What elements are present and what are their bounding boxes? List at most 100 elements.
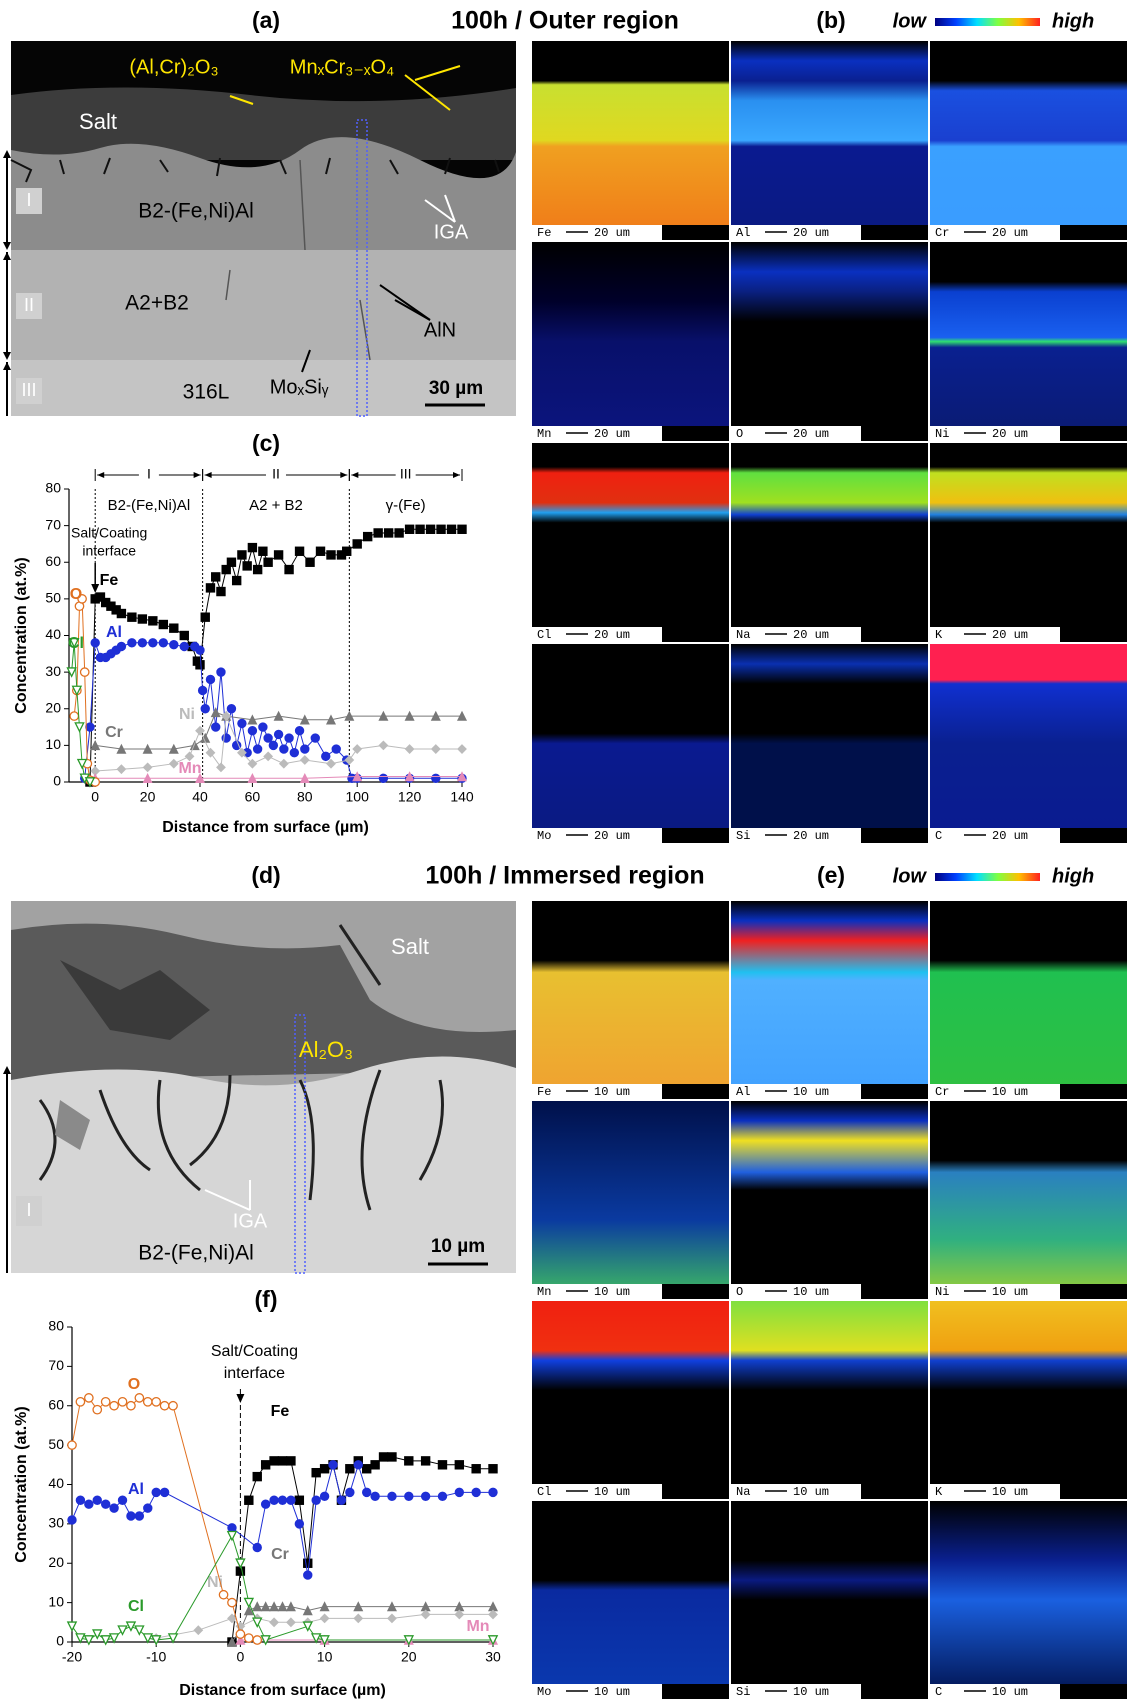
interface-label: Salt/Coating — [211, 1343, 298, 1360]
data-point — [226, 704, 237, 714]
data-point — [404, 524, 415, 534]
micrograph-label: III — [21, 380, 36, 400]
data-point — [109, 1400, 119, 1411]
data-point — [285, 1601, 296, 1612]
data-point — [227, 1597, 237, 1608]
data-point — [200, 704, 210, 714]
data-point — [218, 1589, 229, 1600]
data-point — [127, 638, 137, 648]
data-point — [303, 1558, 313, 1568]
data-point — [205, 674, 216, 685]
data-point — [127, 612, 137, 622]
data-point — [378, 740, 389, 751]
series-line — [95, 714, 462, 772]
data-point — [387, 1491, 397, 1502]
data-point — [269, 1456, 279, 1466]
map-element: Cl — [537, 628, 551, 642]
section-title: 100h / Immersed region — [425, 862, 704, 890]
data-point — [100, 1635, 111, 1646]
data-point — [116, 764, 127, 775]
data-point — [387, 1613, 397, 1624]
data-point — [211, 572, 221, 582]
data-point — [205, 747, 216, 758]
panel-label: (e) — [817, 862, 845, 888]
data-point — [456, 710, 468, 721]
data-point — [325, 714, 337, 725]
x-tick-label: -10 — [146, 1649, 166, 1665]
data-point — [75, 1495, 86, 1505]
data-point — [151, 1396, 162, 1407]
data-point — [353, 1460, 363, 1470]
data-point — [148, 638, 158, 648]
region-label: I — [147, 466, 151, 482]
element-map — [532, 1301, 729, 1499]
data-point — [137, 614, 148, 624]
micrograph-label: Salt — [79, 109, 117, 134]
data-point — [273, 550, 284, 560]
element-map — [930, 443, 1127, 642]
map-scale: 10 um — [992, 1085, 1028, 1099]
data-point — [344, 755, 355, 765]
data-point — [66, 1621, 78, 1632]
map-scale: 20 um — [992, 226, 1028, 240]
data-point — [344, 710, 355, 721]
y-tick-label: 10 — [48, 1593, 64, 1609]
map-element: Mn — [537, 1285, 551, 1299]
map-label-box — [930, 1084, 1060, 1099]
data-point — [71, 685, 83, 697]
map-label-box — [731, 1684, 861, 1699]
data-point — [378, 773, 389, 784]
element-map — [731, 644, 928, 843]
map-label-box — [930, 1484, 1060, 1499]
data-point — [277, 1495, 288, 1505]
y-tick-label: 80 — [45, 480, 61, 496]
map-label-box — [532, 627, 662, 642]
chart-title: (f) — [255, 1286, 278, 1312]
data-point — [328, 1460, 338, 1470]
y-tick-label: 0 — [56, 1633, 64, 1649]
data-point — [263, 733, 273, 743]
data-point — [488, 1609, 498, 1620]
data-point — [319, 1635, 330, 1646]
data-point — [247, 542, 258, 553]
micrograph-a — [3, 41, 516, 417]
data-point — [252, 564, 263, 575]
map-scale: 20 um — [793, 427, 829, 441]
region-name: B2-(Fe,Ni)Al — [108, 497, 191, 514]
data-point — [286, 1456, 296, 1466]
section-title: 100h / Outer region — [451, 7, 679, 35]
data-point — [456, 771, 468, 782]
micrograph-label: B2-(Fe,Ni)Al — [138, 1242, 254, 1265]
map-label-box — [930, 1684, 1060, 1699]
map-element: Fe — [537, 226, 551, 240]
micrograph-label: IGA — [233, 1210, 268, 1232]
data-point — [194, 773, 206, 784]
y-axis-label: Concentration (at.%) — [13, 557, 30, 713]
element-map — [532, 644, 729, 843]
region-name: A2 + B2 — [249, 497, 303, 514]
map-scale: 20 um — [793, 226, 829, 240]
data-point — [179, 641, 189, 652]
data-point — [226, 557, 237, 567]
map-label-box — [731, 1284, 861, 1299]
legend-low: low — [893, 10, 928, 32]
data-point — [430, 710, 441, 721]
map-element: O — [736, 1285, 743, 1299]
data-point — [226, 1530, 238, 1542]
data-point — [437, 1491, 448, 1502]
data-point — [210, 707, 221, 718]
y-tick-label: 0 — [53, 773, 61, 789]
map-label-box — [731, 426, 861, 441]
data-point — [263, 557, 273, 567]
element-map — [930, 41, 1127, 240]
data-point — [263, 751, 274, 762]
data-point — [268, 740, 279, 751]
x-tick-label: 0 — [91, 789, 99, 805]
data-point — [336, 1495, 347, 1505]
legend-high: high — [1052, 10, 1094, 32]
map-label-box — [532, 1684, 662, 1699]
data-point — [126, 1511, 136, 1521]
data-point — [142, 1633, 154, 1644]
